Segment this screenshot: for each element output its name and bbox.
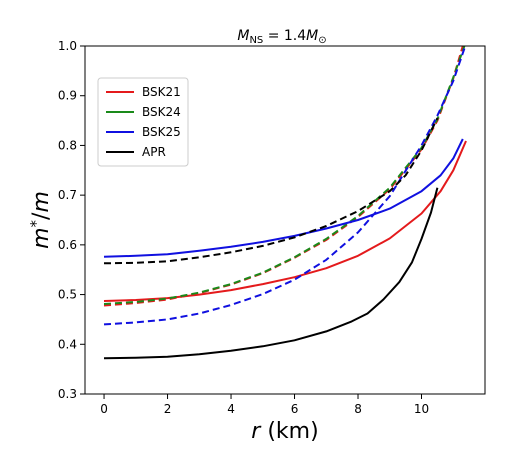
x-tick-label: 0 xyxy=(100,402,108,416)
legend-label-apr: APR xyxy=(142,145,166,159)
legend-label-bsk24: BSK24 xyxy=(142,105,181,119)
y-tick-label: 0.5 xyxy=(58,288,77,302)
title-value: = 1.4 xyxy=(263,28,306,44)
plot-area xyxy=(103,46,467,360)
xlabel-r: r xyxy=(251,419,262,444)
x-tick-label: 6 xyxy=(291,402,299,416)
title-symbol: M xyxy=(237,28,249,44)
x-tick-label: 10 xyxy=(414,402,429,416)
y-axis-label: m*/m xyxy=(27,191,54,249)
xlabel-unit: (km) xyxy=(260,419,318,444)
legend-label-bsk25: BSK25 xyxy=(142,125,181,139)
series-line-bsk25-dashed xyxy=(103,48,466,326)
chart-title: MNS = 1.4M⊙ xyxy=(237,28,326,46)
y-tick-label: 0.9 xyxy=(58,89,77,103)
series-line-bsk24-dashed xyxy=(103,46,466,305)
ylabel-star: * xyxy=(27,219,45,227)
ylabel-m: m xyxy=(29,227,54,248)
x-tick-label: 4 xyxy=(227,402,235,416)
y-tick-label: 1.0 xyxy=(58,39,77,53)
y-tick-label: 0.3 xyxy=(58,387,77,401)
y-tick-label: 0.7 xyxy=(58,188,77,202)
title-subscript: NS xyxy=(249,35,263,46)
ylabel-slash: / xyxy=(29,212,54,220)
legend-box xyxy=(97,77,189,167)
ylabel-m2: m xyxy=(29,191,54,212)
y-tick-label: 0.6 xyxy=(58,238,77,252)
legend: BSK21 BSK24 BSK25 APR xyxy=(97,77,189,167)
title-symbol-2: M xyxy=(306,28,318,44)
y-tick-label: 0.8 xyxy=(58,138,77,152)
axis-ticks: 0 2 4 6 8 10 0.3 0.4 0.5 0.6 0.7 0.8 0.9 1.0 xyxy=(58,39,429,416)
x-tick-label: 8 xyxy=(354,402,362,416)
x-axis-label: r (km) xyxy=(251,419,318,444)
x-tick-label: 2 xyxy=(164,402,172,416)
plot-frame xyxy=(84,45,486,395)
y-tick-label: 0.4 xyxy=(58,337,77,351)
legend-label-bsk21: BSK21 xyxy=(142,85,181,99)
title-sun-symbol: ⊙ xyxy=(318,35,326,46)
series-line-apr-dashed xyxy=(103,117,439,265)
series-line-apr-solid xyxy=(103,187,439,360)
series-group xyxy=(103,46,467,360)
